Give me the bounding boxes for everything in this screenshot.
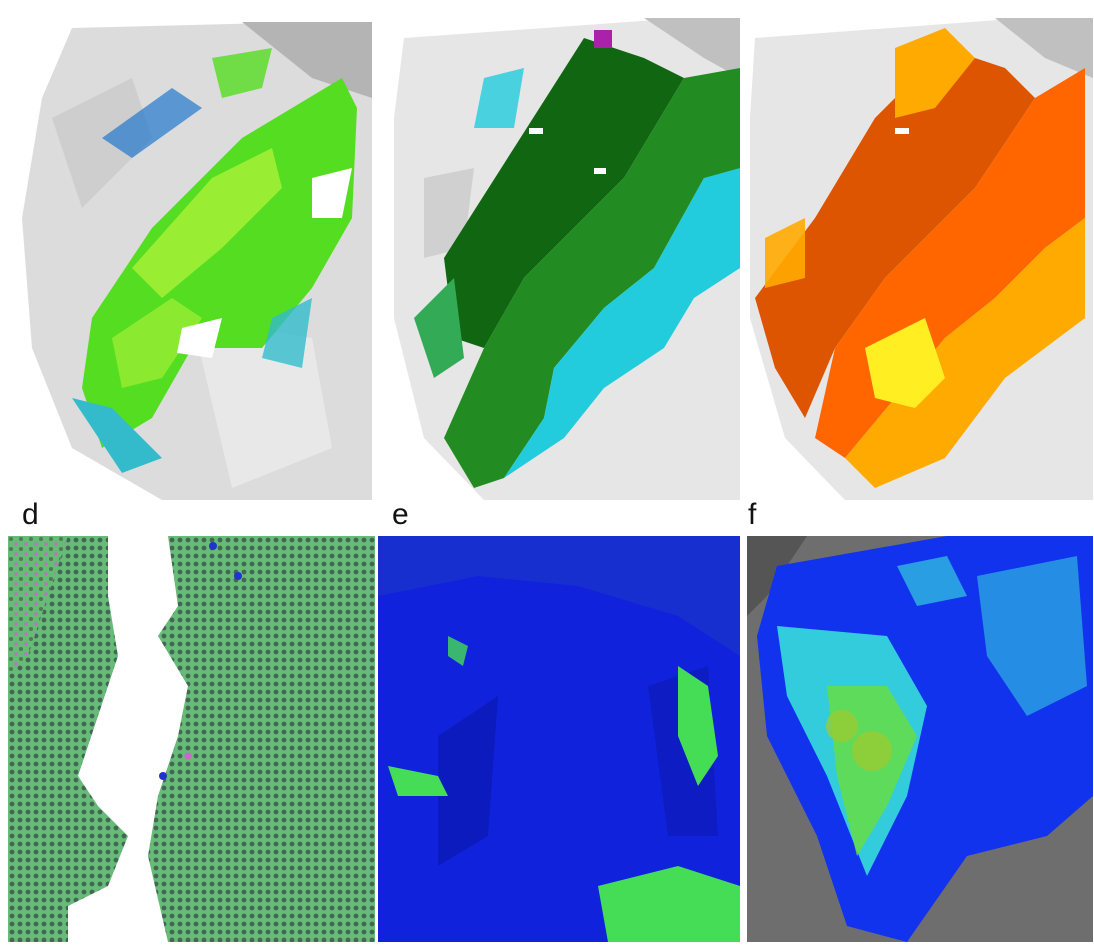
panel-e-image [378,536,740,942]
panel-label-d: d [22,498,39,531]
panel-label-e: e [392,498,409,531]
panel-b-class-magenta [594,30,612,48]
panel-a-image [12,18,372,500]
panel-c-class-amber [845,218,1085,488]
panel-c-class-yellow [865,318,945,408]
panel-e-patch-green [678,666,718,786]
panel-d-image [8,536,375,942]
panel-b-class-darkgreen [444,38,684,348]
panel-d-gap [68,536,188,942]
panel-f-image [747,536,1093,942]
panel-label-f: f [748,498,757,531]
panel-c-class-darkorange [755,48,1035,418]
panel-b-class-mediumgreen [414,278,464,378]
panel-b-class-green [444,68,740,488]
panel-c-image [745,18,1093,500]
panel-b-class-cyan [504,168,740,478]
panel-b-image [384,18,740,500]
